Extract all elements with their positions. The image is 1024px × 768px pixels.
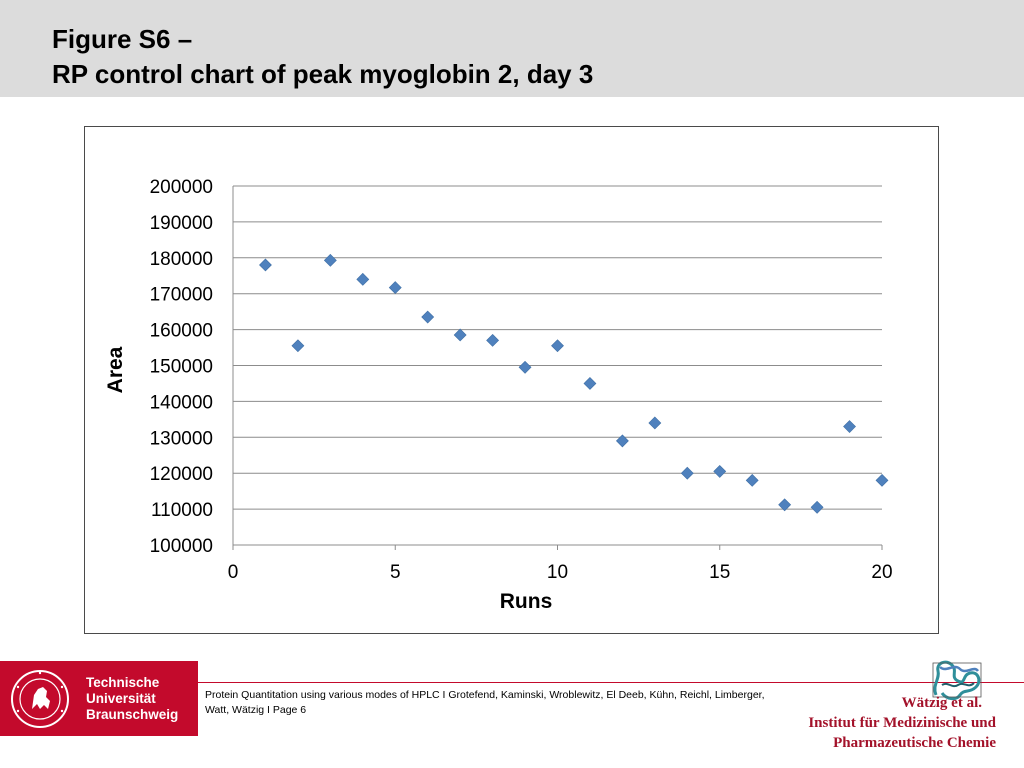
university-logo: Technische Universität Braunschweig	[0, 661, 198, 736]
logo-line-1: Technische	[86, 675, 160, 690]
data-point	[648, 416, 662, 430]
slide-header: Figure S6 – RP control chart of peak myo…	[0, 0, 1024, 97]
data-point	[323, 253, 337, 267]
data-point	[843, 420, 856, 433]
x-tick-label: 10	[547, 562, 568, 583]
protein-structure-icon	[932, 660, 982, 701]
y-tick-label: 170000	[150, 285, 213, 306]
data-point	[583, 377, 597, 390]
y-tick-label: 150000	[150, 357, 213, 378]
y-tick-labels: 100000 110000 120000 130000 140000 150000 1600…	[150, 177, 213, 557]
y-tick-label: 140000	[150, 392, 213, 413]
data-point	[518, 360, 532, 374]
data-point	[615, 434, 629, 448]
data-points	[259, 253, 889, 514]
x-tick-label: 15	[709, 562, 730, 583]
y-axis-label: Area	[104, 346, 127, 393]
data-point	[388, 281, 402, 295]
y-tick-label: 100000	[150, 536, 213, 557]
y-tick-label: 110000	[151, 500, 213, 521]
data-point	[875, 473, 889, 487]
x-axis-label: Runs	[500, 590, 553, 613]
data-point	[551, 339, 564, 353]
chart-frame: 100000 110000 120000 130000 140000 150000 1600…	[84, 126, 939, 634]
y-tick-label: 120000	[150, 464, 213, 485]
footer-citation: Protein Quantitation using various modes…	[205, 689, 765, 716]
data-point	[713, 464, 727, 478]
institute-author: Wätzig et al.	[901, 695, 982, 711]
logo-line-2: Universität	[86, 691, 156, 706]
university-name: Technische Universität Braunschweig	[86, 675, 178, 723]
y-tick-label: 130000	[150, 428, 213, 449]
y-tick-label: 200000	[150, 177, 213, 198]
axes	[232, 186, 883, 550]
x-tick-labels: 0 5 10 15 20	[228, 562, 893, 583]
title-line-1: Figure S6 –	[52, 24, 193, 54]
scatter-chart: 100000 110000 120000 130000 140000 150000 1600…	[104, 177, 893, 613]
title-line-2: RP control chart of peak myoglobin 2, da…	[52, 59, 594, 89]
data-point	[356, 272, 370, 286]
logo-line-3: Braunschweig	[86, 707, 179, 722]
institute-line-1: Institut für Medizinische und	[808, 715, 996, 731]
data-point	[259, 258, 272, 272]
institute-line-2: Pharmazeutische Chemie	[833, 735, 996, 751]
data-point	[810, 500, 824, 514]
gridlines	[233, 185, 882, 510]
tu-braunschweig-lion-seal-icon	[11, 670, 69, 728]
y-tick-label: 160000	[150, 321, 213, 342]
footer-divider	[198, 682, 1024, 683]
y-tick-label: 190000	[150, 213, 213, 234]
data-point	[778, 498, 792, 512]
data-point	[453, 328, 467, 342]
data-point	[291, 339, 305, 353]
data-point	[486, 333, 500, 347]
data-point	[745, 473, 759, 487]
data-point	[421, 310, 435, 324]
x-tick-label: 5	[390, 562, 401, 583]
institute-credit: Wätzig et al. Institut für Medizinische …	[808, 693, 996, 753]
y-tick-label: 180000	[150, 249, 213, 270]
page-title: Figure S6 – RP control chart of peak myo…	[52, 22, 593, 92]
x-tick-label: 0	[228, 562, 239, 583]
data-point	[680, 466, 694, 480]
x-tick-label: 20	[871, 562, 892, 583]
